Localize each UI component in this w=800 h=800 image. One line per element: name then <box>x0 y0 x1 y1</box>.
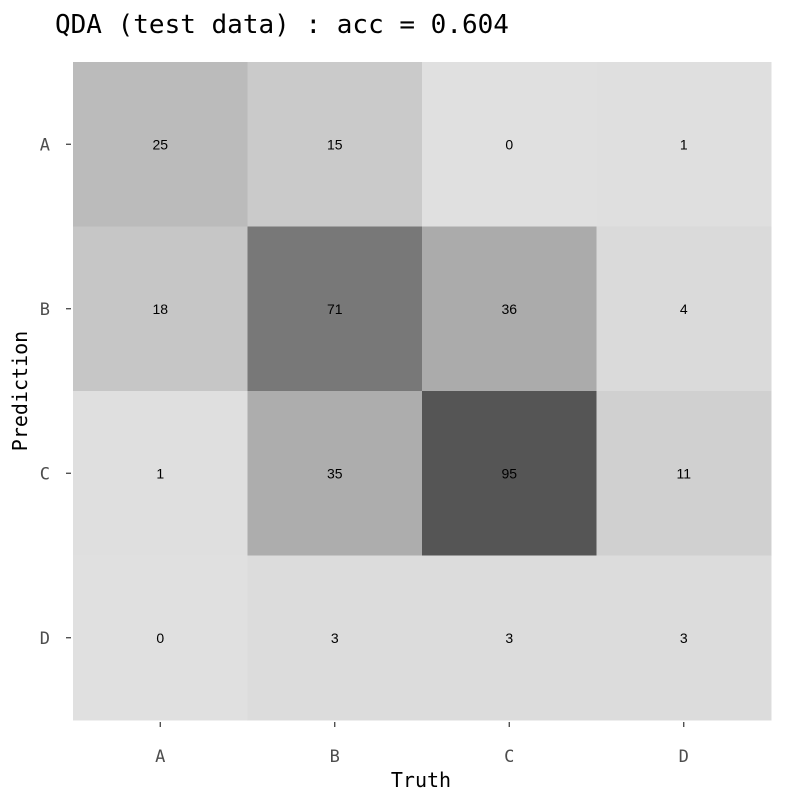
chart-title: QDA (test data) : acc = 0.604 <box>55 10 509 40</box>
cell-value-label: 3 <box>505 630 513 646</box>
y-tick-label: C <box>40 464 50 484</box>
cell-value-label: 0 <box>156 630 164 646</box>
x-tick-label: D <box>679 747 689 767</box>
heatmap-cell-D-B <box>247 555 423 721</box>
heatmap-cell-B-D <box>596 226 772 392</box>
x-tick-label: C <box>504 747 514 767</box>
heatmap-cell-D-C <box>422 555 597 721</box>
heatmap-cell-A-D <box>596 62 772 227</box>
cell-value-label: 71 <box>327 301 343 317</box>
heatmap-cell-C-A <box>73 391 248 556</box>
heatmap-cell-B-A <box>73 226 248 392</box>
cell-value-label: 3 <box>680 630 688 646</box>
cell-value-label: 0 <box>505 136 513 152</box>
y-axis-label: Prediction <box>8 331 32 451</box>
heatmap-cell-D-A <box>73 555 248 721</box>
y-tick-label: A <box>40 135 50 155</box>
cell-value-label: 3 <box>331 630 339 646</box>
y-axis: A B C D <box>40 135 71 649</box>
cell-value-label: 4 <box>680 301 688 317</box>
heatmap-cell-B-B <box>247 226 423 392</box>
cell-value-label: 95 <box>501 465 517 481</box>
heatmap-cell-B-C <box>422 226 597 392</box>
heatmap-cell-D-D <box>596 555 772 721</box>
x-tick-label: A <box>155 747 165 767</box>
cell-value-label: 25 <box>152 136 168 152</box>
cell-value-label: 35 <box>327 465 343 481</box>
x-tick-label: B <box>330 747 340 767</box>
cell-value-label: 11 <box>676 465 691 481</box>
heatmap-cells: 25 15 0 1 18 71 36 4 1 35 95 11 0 3 3 3 <box>73 62 772 721</box>
heatmap-cell-C-D <box>596 391 772 556</box>
cell-value-label: 1 <box>680 136 688 152</box>
y-tick-label: D <box>40 629 50 649</box>
y-tick-label: B <box>40 300 50 320</box>
heatmap-cell-A-B <box>247 62 423 227</box>
heatmap-cell-C-B <box>247 391 423 556</box>
cell-value-label: 15 <box>327 136 343 152</box>
cell-value-label: 1 <box>156 465 164 481</box>
heatmap-cell-A-A <box>73 62 248 227</box>
x-axis-label: Truth <box>391 768 451 792</box>
cell-value-label: 18 <box>152 301 168 317</box>
heatmap-cell-A-C <box>422 62 597 227</box>
x-axis: A B C D <box>155 722 689 767</box>
cell-value-label: 36 <box>501 301 517 317</box>
heatmap-cell-C-C <box>422 391 597 556</box>
